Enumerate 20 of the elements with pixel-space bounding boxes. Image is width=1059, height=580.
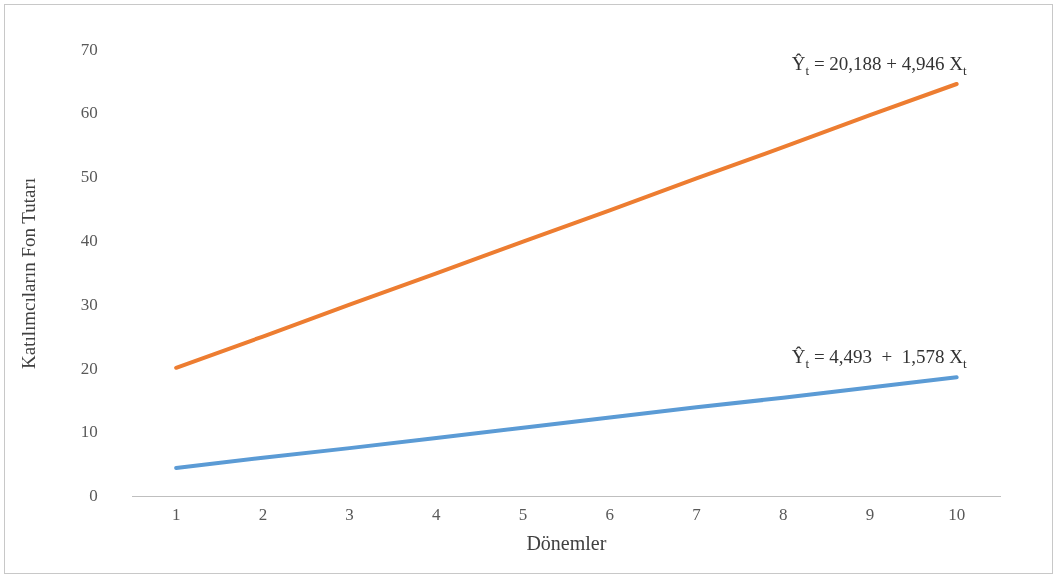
y-tick-label: 30 [80, 294, 98, 314]
y-tick-label: 40 [80, 230, 98, 250]
y-tick-label: 10 [80, 422, 98, 442]
y-tick-label: 70 [80, 39, 98, 59]
x-tick-label: 7 [692, 505, 702, 525]
y-tick-label: 50 [80, 167, 98, 187]
x-axis-title: Dönemler [526, 532, 607, 555]
y-tick-label: 0 [89, 486, 98, 506]
x-tick-label: 6 [605, 505, 615, 525]
y-tick-label: 20 [80, 358, 98, 378]
x-tick-label: 1 [171, 505, 181, 525]
x-tick-label: 10 [948, 505, 966, 525]
x-tick-label: 5 [518, 505, 528, 525]
y-tick-label: 60 [80, 103, 98, 123]
x-tick-label: 3 [345, 505, 354, 525]
y-axis-title: Katılımcıların Fon Tutarı [18, 177, 40, 369]
x-tick-label: 4 [432, 505, 442, 525]
x-tick-label: 9 [865, 505, 875, 525]
x-tick-label: 2 [258, 505, 268, 525]
x-tick-label: 8 [778, 505, 788, 525]
